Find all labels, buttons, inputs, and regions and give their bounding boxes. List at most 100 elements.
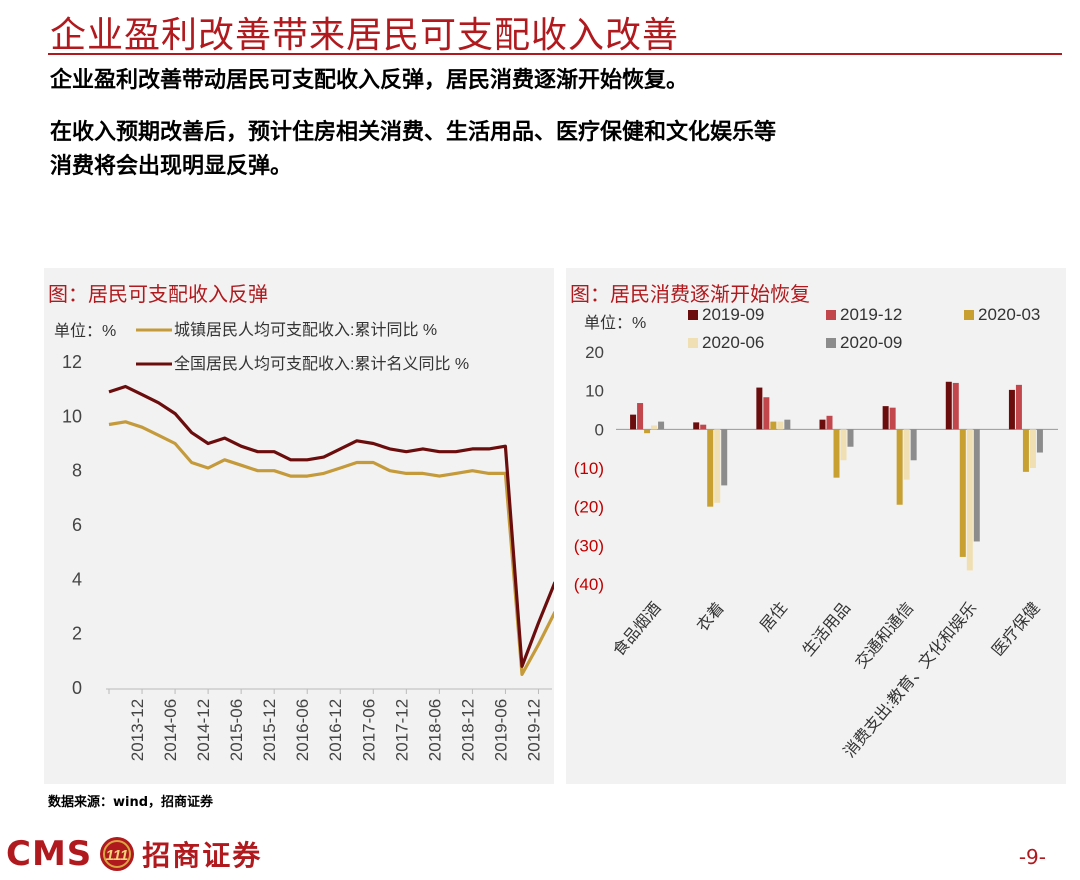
consumption-ytick-label: 0 bbox=[595, 420, 604, 439]
income-ytick-label: 8 bbox=[72, 461, 82, 481]
bar-2020-06 bbox=[651, 425, 658, 430]
slide-title: 企业盈利改善带来居民可支配收入改善 bbox=[50, 15, 680, 56]
income-xtick-label: 2014-12 bbox=[194, 699, 213, 761]
income-xtick-label: 2017-06 bbox=[359, 699, 378, 761]
income-xtick-label: 2015-06 bbox=[227, 699, 246, 761]
income-chart-panel: 图：居民可支配收入反弹 单位：% 城镇居民人均可支配收入:累计同比 % 全国居民人均… bbox=[44, 268, 554, 784]
logo-cms-text: CMS bbox=[6, 834, 93, 874]
income-xtick-label: 2019-12 bbox=[524, 699, 543, 761]
income-series-line-0 bbox=[108, 420, 554, 676]
bar-2019-12 bbox=[889, 407, 896, 430]
legend-swatch-2020-06 bbox=[688, 338, 698, 348]
income-unit-label: 单位：% bbox=[54, 322, 116, 340]
legend-swatch-2019-09 bbox=[688, 310, 698, 320]
consumption-chart-svg: 单位：% 2019-09 2019-12 2020-03 2020-06 2020-09 2… bbox=[574, 305, 1058, 761]
bar-2020-09 bbox=[910, 429, 917, 461]
consumption-category-label: 交通和通信 bbox=[852, 599, 917, 672]
consumption-category-label: 食品烟酒 bbox=[610, 599, 665, 660]
consumption-ytick-label: (40) bbox=[574, 575, 604, 594]
bar-2019-09 bbox=[1008, 389, 1015, 430]
bar-2020-09 bbox=[721, 429, 728, 486]
consumption-ytick-label: 20 bbox=[585, 343, 604, 362]
bar-2019-09 bbox=[693, 422, 700, 430]
bar-2019-12 bbox=[700, 424, 707, 430]
income-xtick-label: 2016-06 bbox=[293, 699, 312, 761]
bullet-3: 消费将会出现明显反弹。 bbox=[50, 153, 293, 179]
income-ytick-label: 10 bbox=[62, 406, 82, 426]
bar-2020-03 bbox=[959, 429, 966, 557]
legend-label-2019-09: 2019-09 bbox=[702, 305, 764, 324]
bar-2019-09 bbox=[819, 419, 826, 430]
income-chart-svg: 单位：% 城镇居民人均可支配收入:累计同比 % 全国居民人均可支配收入:累计名义同比… bbox=[54, 321, 554, 761]
income-ytick-label: 4 bbox=[72, 569, 82, 589]
income-xtick-label: 2014-06 bbox=[161, 699, 180, 761]
legend-label-0: 城镇居民人均可支配收入:累计同比 % bbox=[174, 321, 437, 339]
legend-swatch-2020-09 bbox=[826, 338, 836, 348]
bar-2019-09 bbox=[945, 381, 952, 430]
consumption-ytick-label: (20) bbox=[574, 498, 604, 517]
logo-cn-text: 招商证券 bbox=[142, 839, 263, 872]
bullet-1: 企业盈利改善带动居民可支配收入反弹，居民消费逐渐开始恢复。 bbox=[50, 67, 689, 93]
consumption-ytick-label: (30) bbox=[574, 536, 604, 555]
income-xtick-label: 2018-12 bbox=[458, 699, 477, 761]
bar-2019-12 bbox=[952, 382, 959, 430]
consumption-category-label: 医疗保健 bbox=[989, 599, 1044, 660]
brand-logo: CMS 111 招商证券 bbox=[6, 832, 262, 876]
bar-2019-12 bbox=[763, 397, 770, 430]
income-xtick-label: 2019-06 bbox=[491, 699, 510, 761]
title-rule bbox=[48, 53, 1062, 55]
bar-2020-06 bbox=[714, 429, 721, 503]
bar-2020-09 bbox=[973, 429, 980, 542]
bar-2020-06 bbox=[1029, 429, 1036, 468]
bar-2020-03 bbox=[707, 429, 714, 507]
bar-2020-03 bbox=[1022, 429, 1029, 472]
bar-2020-03 bbox=[896, 429, 903, 505]
bar-2019-12 bbox=[1015, 384, 1022, 430]
legend-swatch-2020-03 bbox=[964, 310, 974, 320]
bar-2020-09 bbox=[847, 429, 854, 447]
income-series-line-1 bbox=[108, 384, 554, 668]
consumption-category-label: 居住 bbox=[757, 599, 791, 635]
bar-2019-12 bbox=[637, 403, 644, 430]
consumption-ytick-label: 10 bbox=[585, 382, 604, 401]
income-xtick-label: 2015-12 bbox=[260, 699, 279, 761]
bar-2020-03 bbox=[770, 421, 777, 430]
bar-2019-12 bbox=[826, 415, 833, 430]
income-ytick-label: 0 bbox=[72, 678, 82, 698]
bar-2020-06 bbox=[840, 429, 847, 461]
income-ytick-label: 6 bbox=[72, 515, 82, 535]
income-xtick-label: 2017-12 bbox=[392, 699, 411, 761]
bar-2020-06 bbox=[777, 421, 784, 430]
bullet-2: 在收入预期改善后，预计住房相关消费、生活用品、医疗保健和文化娱乐等 bbox=[50, 119, 777, 145]
bar-2020-03 bbox=[833, 429, 840, 478]
bar-2019-09 bbox=[756, 387, 763, 430]
consumption-chart-title: 图：居民消费逐渐开始恢复 bbox=[570, 282, 810, 306]
source-note: 数据来源：wind，招商证券 bbox=[48, 795, 214, 810]
legend-swatch-2019-12 bbox=[826, 310, 836, 320]
logo-badge-text: 111 bbox=[106, 847, 129, 864]
bar-2019-09 bbox=[882, 406, 889, 430]
bar-2020-06 bbox=[903, 429, 910, 480]
bar-2020-06 bbox=[966, 429, 973, 571]
income-ytick-label: 2 bbox=[72, 624, 82, 644]
consumption-ytick-label: (10) bbox=[574, 459, 604, 478]
income-xtick-label: 2018-06 bbox=[425, 699, 444, 761]
legend-label-2020-09: 2020-09 bbox=[840, 333, 902, 352]
consumption-category-label: 衣着 bbox=[693, 599, 727, 635]
income-chart-title: 图：居民可支配收入反弹 bbox=[48, 282, 268, 306]
consumption-chart-panel: 图：居民消费逐渐开始恢复 单位：% 2019-09 2019-12 2020-03 20… bbox=[566, 268, 1066, 784]
income-ytick-label: 12 bbox=[62, 352, 82, 372]
legend-label-2020-06: 2020-06 bbox=[702, 333, 764, 352]
bar-2020-09 bbox=[784, 419, 791, 430]
consumption-unit-label: 单位：% bbox=[584, 314, 646, 332]
legend-label-2019-12: 2019-12 bbox=[840, 305, 902, 324]
income-xtick-label: 2016-12 bbox=[326, 699, 345, 761]
logo-badge-icon: 111 bbox=[100, 837, 135, 871]
consumption-category-label: 消费支出:教育、文化和娱乐 bbox=[840, 599, 980, 761]
consumption-category-label: 生活用品 bbox=[799, 599, 854, 660]
legend-label-1: 全国居民人均可支配收入:累计名义同比 % bbox=[174, 355, 469, 373]
bar-2020-03 bbox=[644, 429, 651, 434]
income-xtick-label: 2013-12 bbox=[128, 699, 147, 761]
bar-2020-09 bbox=[1036, 429, 1043, 453]
bar-2020-09 bbox=[658, 421, 665, 430]
